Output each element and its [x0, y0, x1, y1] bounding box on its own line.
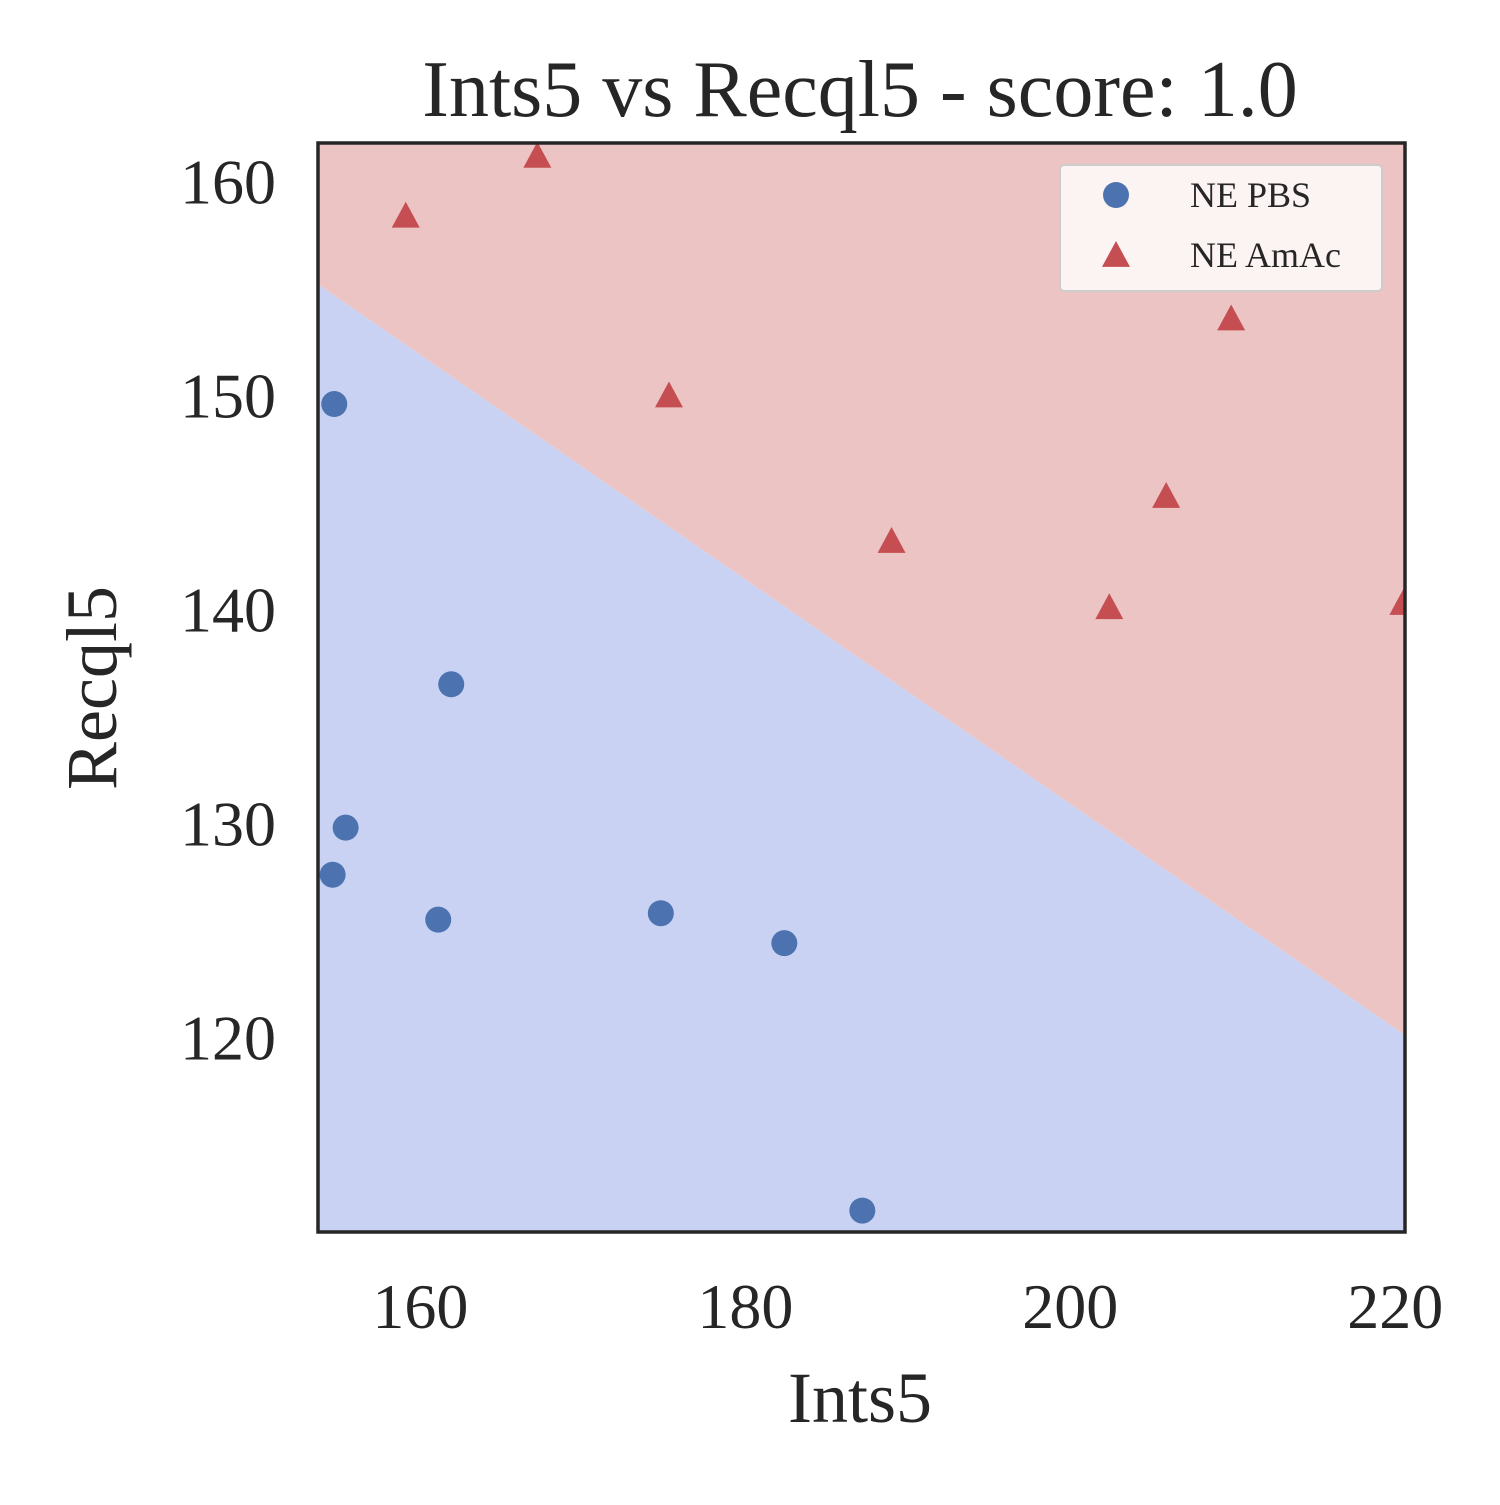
legend-label: NE PBS: [1190, 175, 1311, 215]
y-tick-label: 120: [180, 1002, 276, 1073]
x-tick-label: 180: [697, 1271, 793, 1342]
region-ne-pbs: [318, 284, 1405, 1232]
x-tick-label: 220: [1347, 1271, 1443, 1342]
x-tick-label: 200: [1022, 1271, 1118, 1342]
point-ne-pbs: [319, 861, 346, 888]
point-ne-pbs: [321, 391, 348, 418]
point-ne-pbs: [771, 930, 798, 957]
point-ne-amac: [1217, 304, 1246, 331]
legend: NE PBS NE AmAc: [1059, 164, 1383, 292]
y-tick-label: 150: [180, 360, 276, 431]
point-ne-amac: [1389, 588, 1405, 615]
legend-label: NE AmAc: [1190, 235, 1341, 275]
point-ne-amac: [1095, 593, 1124, 620]
point-ne-amac: [523, 143, 552, 168]
point-ne-pbs: [332, 814, 359, 841]
point-ne-amac: [391, 201, 420, 228]
legend-box: [1059, 164, 1383, 292]
point-ne-amac: [877, 526, 906, 553]
point-ne-pbs: [849, 1197, 876, 1224]
y-axis-label: Recql5: [52, 586, 132, 790]
point-ne-pbs: [425, 906, 452, 933]
y-tick-label: 140: [180, 574, 276, 645]
point-ne-pbs: [438, 671, 465, 698]
decision-regions: [318, 143, 1405, 1232]
plot-frame: [316, 141, 1407, 1234]
y-tick-label: 130: [180, 788, 276, 859]
legend-marker-ne-pbs: [1103, 182, 1129, 208]
x-axis-label: Ints5: [788, 1358, 932, 1438]
data-points: [319, 143, 1405, 1224]
point-ne-pbs: [647, 900, 674, 927]
point-ne-amac: [654, 381, 683, 408]
legend-marker-ne-amac: [1102, 241, 1130, 267]
point-ne-amac: [1152, 482, 1181, 508]
x-tick-label: 160: [372, 1271, 468, 1342]
region-ne-amac: [318, 143, 1405, 1036]
y-tick-label: 160: [180, 147, 276, 218]
chart-title: Ints5 vs Recql5 - score: 1.0: [422, 46, 1297, 134]
